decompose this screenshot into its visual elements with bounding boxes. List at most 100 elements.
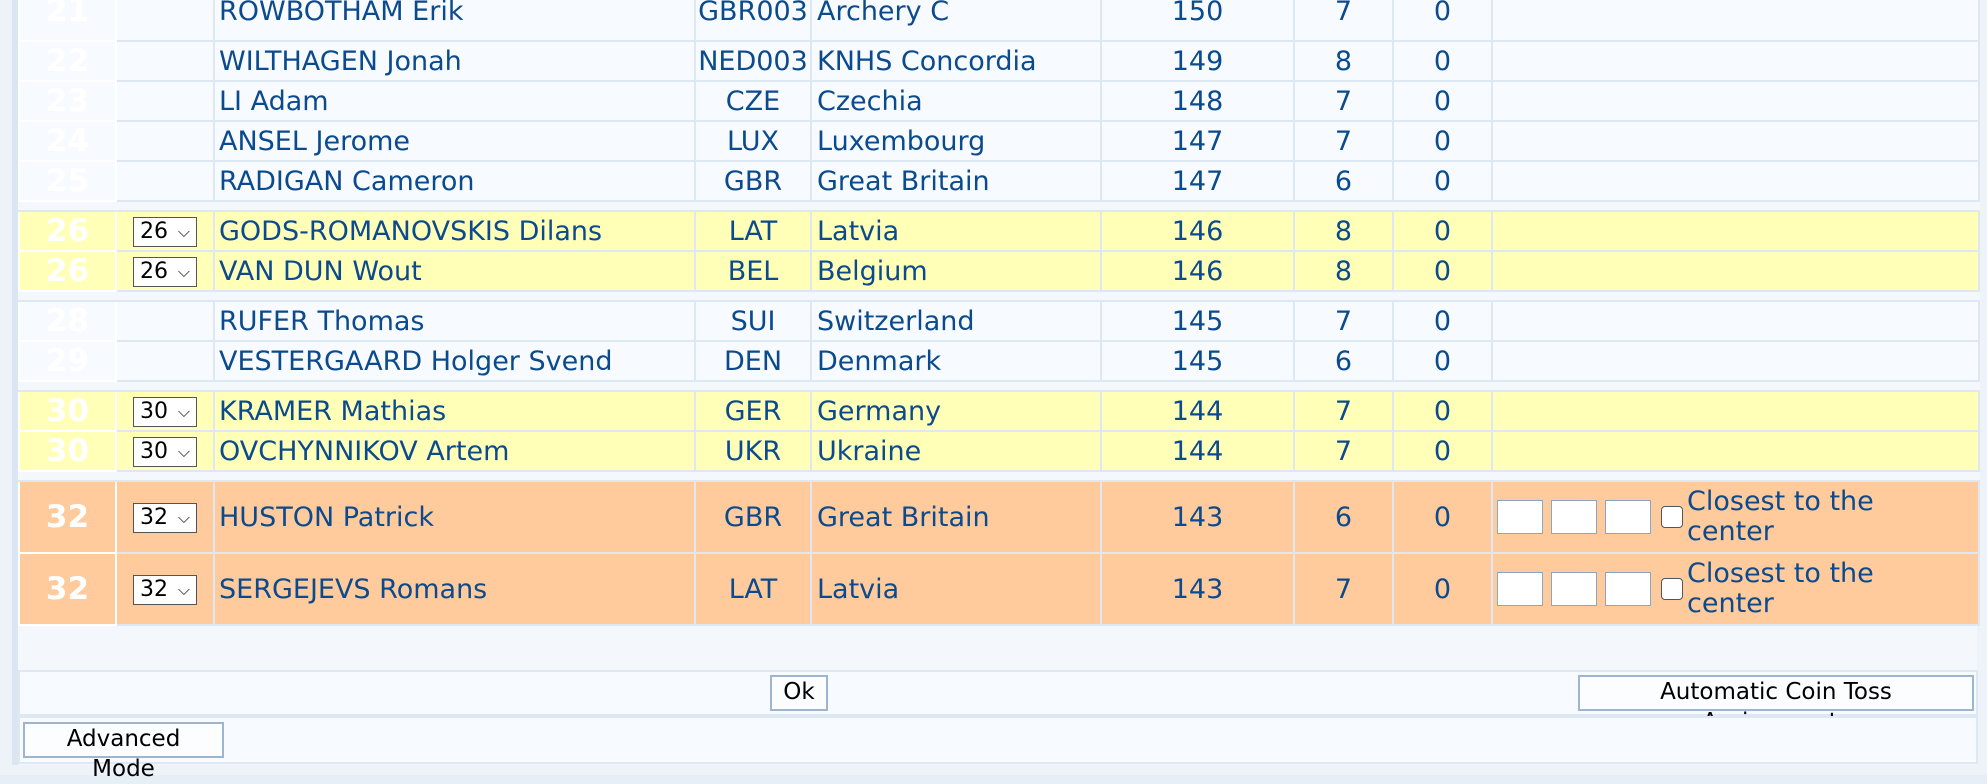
shoot-off-arrow-input[interactable] (1551, 572, 1597, 606)
rank-dropdown[interactable]: 30 ⌵ (133, 436, 197, 467)
table-row: 32 32 ⌵ SERGEJEVS Romans LAT Latvia 143 7 0 Close… (18, 552, 1980, 626)
table-row: 21 ROWBOTHAM Erik GBR003 Archery C 150 7 0 (18, 0, 1980, 42)
shoot-off-arrow-input[interactable] (1605, 500, 1651, 534)
separator-cell (18, 470, 1980, 482)
athlete-name: GODS-ROMANOVSKIS Dilans (213, 210, 696, 252)
rank-select-cell (115, 300, 215, 342)
shoot-off-cell (1491, 300, 1980, 342)
rank-cell: 29 (18, 340, 117, 382)
golds-cell: 8 (1293, 250, 1394, 292)
score-cell: 146 (1100, 250, 1295, 292)
score-cell: 143 (1100, 552, 1295, 626)
group-separator (18, 290, 1980, 302)
country-code: NED003 (694, 40, 812, 82)
country-code: SUI (694, 300, 812, 342)
shoot-off-cell: Closest to the center (1491, 552, 1980, 626)
country-name: KNHS Concordia (810, 40, 1102, 82)
country-name: Switzerland (810, 300, 1102, 342)
advanced-mode-button[interactable]: Advanced Mode (23, 722, 224, 782)
golds-cell: 6 (1293, 160, 1394, 202)
shoot-off-arrow-input[interactable] (1551, 500, 1597, 534)
table-row: 26 26 ⌵ VAN DUN Wout BEL Belgium 146 8 0 (18, 250, 1980, 292)
country-code: LAT (694, 210, 812, 252)
rank-dropdown[interactable]: 26 ⌵ (133, 216, 197, 247)
rank-cell: 28 (18, 300, 117, 342)
country-name: Great Britain (810, 480, 1102, 554)
rank-cell: 32 (18, 480, 117, 554)
country-code: GER (694, 390, 812, 432)
rank-dropdown-value: 26 (140, 218, 168, 244)
score-cell: 147 (1100, 120, 1295, 162)
table-row: 29 VESTERGAARD Holger Svend DEN Denmark 145 6… (18, 340, 1980, 382)
rank-select-cell (115, 120, 215, 162)
tens-cell: 0 (1392, 120, 1493, 162)
country-name: Ukraine (810, 430, 1102, 472)
golds-cell: 6 (1293, 480, 1394, 554)
rank-select-cell (115, 80, 215, 122)
separator-cell (18, 290, 1980, 302)
rank-dropdown[interactable]: 32 ⌵ (133, 574, 197, 605)
table-row: 22 WILTHAGEN Jonah NED003 KNHS Concordia 149… (18, 40, 1980, 82)
automatic-coin-toss-button[interactable]: Automatic Coin Toss Assignments (1578, 675, 1974, 735)
rank-dropdown-value: 26 (140, 258, 168, 284)
rank-dropdown-value: 32 (140, 576, 168, 602)
chevron-down-icon: ⌵ (177, 579, 190, 599)
shoot-off-arrow-input[interactable] (1605, 572, 1651, 606)
athlete-name: LI Adam (213, 80, 696, 122)
group-separator (18, 200, 1980, 212)
rank-cell: 23 (18, 80, 117, 122)
rank-dropdown[interactable]: 26 ⌵ (133, 256, 197, 287)
rank-dropdown-value: 30 (140, 438, 168, 464)
shoot-off-cell (1491, 120, 1980, 162)
athlete-name: WILTHAGEN Jonah (213, 40, 696, 82)
country-name: Luxembourg (810, 120, 1102, 162)
closest-to-center-label: Closest to the center (1687, 486, 1874, 547)
closest-to-center-checkbox[interactable] (1661, 506, 1683, 528)
group-separator (18, 380, 1980, 392)
rank-select-cell: 32 ⌵ (115, 552, 215, 626)
country-name: Great Britain (810, 160, 1102, 202)
score-cell: 148 (1100, 80, 1295, 122)
shoot-off-arrow-input[interactable] (1497, 500, 1543, 534)
score-cell: 149 (1100, 40, 1295, 82)
tens-cell: 0 (1392, 340, 1493, 382)
golds-cell: 7 (1293, 390, 1394, 432)
rank-select-cell: 26 ⌵ (115, 210, 215, 252)
closest-to-center-checkbox[interactable] (1661, 578, 1683, 600)
separator-cell (18, 200, 1980, 212)
rank-dropdown[interactable]: 32 ⌵ (133, 502, 197, 533)
shoot-off-cell (1491, 0, 1980, 42)
country-code: BEL (694, 250, 812, 292)
score-cell: 150 (1100, 0, 1295, 42)
table-row: 28 RUFER Thomas SUI Switzerland 145 7 0 (18, 300, 1980, 342)
shoot-off-cell (1491, 80, 1980, 122)
table-row: 24 ANSEL Jerome LUX Luxembourg 147 7 0 (18, 120, 1980, 162)
rank-select-cell (115, 340, 215, 382)
country-name: Archery C (810, 0, 1102, 42)
golds-cell: 7 (1293, 300, 1394, 342)
rank-cell: 32 (18, 552, 117, 626)
tens-cell: 0 (1392, 160, 1493, 202)
table-row: 23 LI Adam CZE Czechia 148 7 0 (18, 80, 1980, 122)
table-row: 30 30 ⌵ OVCHYNNIKOV Artem UKR Ukraine 144 7 0 (18, 430, 1980, 472)
golds-cell: 7 (1293, 552, 1394, 626)
rank-dropdown[interactable]: 30 ⌵ (133, 396, 197, 427)
ok-button[interactable]: Ok (770, 675, 828, 711)
rank-cell: 25 (18, 160, 117, 202)
score-cell: 145 (1100, 340, 1295, 382)
country-code: UKR (694, 430, 812, 472)
advanced-row (18, 716, 1978, 764)
rank-cell: 24 (18, 120, 117, 162)
country-name: Belgium (810, 250, 1102, 292)
golds-cell: 7 (1293, 0, 1394, 42)
shoot-off-arrow-input[interactable] (1497, 572, 1543, 606)
score-cell: 144 (1100, 390, 1295, 432)
shoot-off-cell (1491, 250, 1980, 292)
ranking-table: 21 ROWBOTHAM Erik GBR003 Archery C 150 7 0 22 WI… (18, 0, 1980, 626)
rank-cell: 21 (18, 0, 117, 42)
shoot-off-cell (1491, 210, 1980, 252)
country-code: DEN (694, 340, 812, 382)
country-name: Czechia (810, 80, 1102, 122)
golds-cell: 8 (1293, 40, 1394, 82)
closest-to-center-label: Closest to the center (1687, 558, 1874, 619)
